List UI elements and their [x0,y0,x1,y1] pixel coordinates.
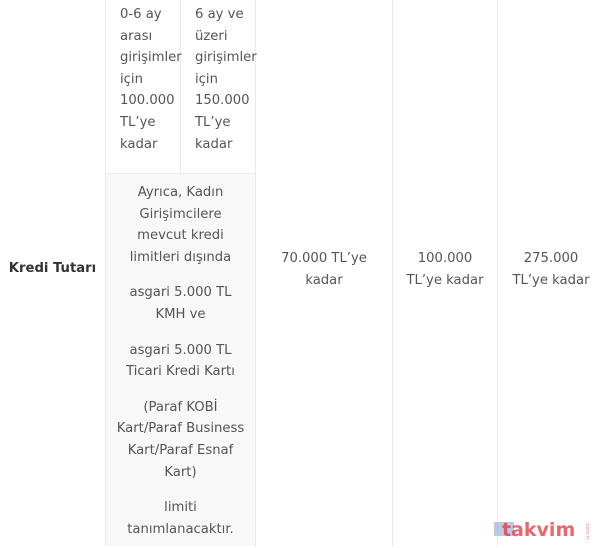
value-cell: 100.000 TL’ye kadar [406,251,484,288]
column-divider [392,0,393,546]
svg-text:.com.tr: .com.tr [584,522,590,540]
svg-text:takvim: takvim [502,519,575,540]
row-divider [105,173,255,174]
additional-limits-cell: Ayrıca, Kadın Girişimcilere mevcut kredi… [106,174,255,546]
paragraph: asgari 5.000 TL Ticari Kredi Kartı [126,342,235,380]
paragraph: asgari 5.000 TL KMH ve [129,285,232,322]
takvim-logo: takvim .com.tr [494,518,594,541]
sub-cell-0-6-months: 0-6 ay arası girişimler için 100.000 TL’… [120,7,182,152]
paragraph: limiti tanımlanacaktır. [127,500,234,537]
value-cell: 275.000 TL’ye kadar [512,251,590,288]
paragraph: Ayrıca, Kadın Girişimcilere mevcut kredi… [129,185,232,265]
takvim-logo-icon: takvim .com.tr [494,519,590,541]
column-divider [497,0,498,546]
column-divider [105,0,106,546]
sub-cell-6-plus-months: 6 ay ve üzeri girişimler için 150.000 TL… [195,7,257,152]
paragraph: (Paraf KOBİ Kart/Paraf Business Kart/Par… [116,399,245,480]
column-divider [255,0,256,546]
column-divider [180,0,181,173]
value-cell: 70.000 TL’ye kadar [281,251,367,288]
row-label: Kredi Tutarı [8,261,97,276]
